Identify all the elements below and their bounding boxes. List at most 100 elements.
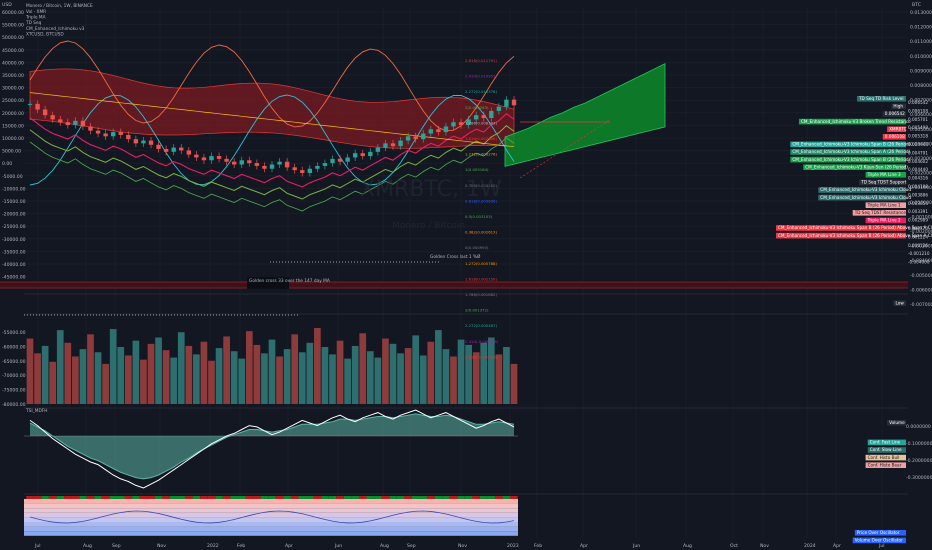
- bottom-signal: [434, 496, 443, 499]
- volume-bar: [49, 361, 57, 404]
- left-axis-tick: -30000.00: [2, 237, 26, 243]
- candle-body: [345, 157, 350, 162]
- bottom-signal: [116, 496, 125, 499]
- bottom-signal: [64, 496, 72, 499]
- price-tag-value: 0.003391: [908, 209, 928, 214]
- volume-bar: [253, 344, 261, 404]
- bottom-band-stripe: [24, 512, 518, 518]
- right-axis-tick: 0.008000: [910, 83, 932, 89]
- volume-bar: [268, 339, 276, 404]
- price-tag-value: 0.004188: [908, 184, 928, 189]
- price-tag-label: Conf. Histo Bear: [868, 462, 902, 467]
- bottom-band-stripe: [24, 522, 518, 527]
- price-tag-value: 0.001224: [908, 234, 928, 239]
- x-axis-tick: Apr: [580, 543, 588, 549]
- price-tag-label: CM_Enhanced_Ichimoku-V3 Ichimoku Span A …: [792, 149, 910, 154]
- volume-bar: [56, 330, 64, 404]
- bottom-signal: [427, 496, 435, 499]
- price-tag-bg: [852, 210, 906, 216]
- price-tag-label: CM_Enhanced_Ichimoku-V3 Ichimoku Span B …: [792, 142, 910, 147]
- volume-bar: [351, 345, 359, 404]
- x-axis-tick: 2023: [507, 543, 519, 549]
- price-tag-label: Low: [896, 300, 905, 305]
- right-axis-tick: -0.1000000: [906, 441, 932, 447]
- candle-body: [179, 147, 184, 151]
- left-axis-tick: 60000.00: [2, 10, 24, 16]
- bottom-signal: [464, 496, 473, 499]
- volume-bar: [124, 355, 132, 404]
- candle-body: [390, 143, 396, 147]
- candle-body: [269, 164, 275, 169]
- volume-bar: [457, 339, 465, 404]
- price-tag-value: 0.004943: [908, 142, 928, 147]
- price-tag-label: TD Seq TDST Resistance: [854, 210, 907, 215]
- right-axis-tick: 0.003000: [910, 156, 932, 162]
- fib-level-label: 0.382(0.002613): [465, 230, 497, 235]
- bottom-band-stripe: [24, 531, 518, 536]
- candle-body: [141, 140, 146, 144]
- price-tag-value: 0.003886: [908, 192, 928, 197]
- price-tag-bg: [867, 439, 906, 446]
- price-tag-bg: [865, 172, 906, 178]
- right-axis-tick: 0.002000: [910, 171, 932, 177]
- candle-body: [284, 161, 290, 168]
- volume-bar: [336, 340, 344, 404]
- candle-body: [504, 99, 509, 107]
- bottom-signal: [396, 496, 405, 499]
- volume-bar: [374, 357, 382, 404]
- fib-level-label: 0.786(0.004280): [465, 183, 497, 188]
- price-tag-label: CM_Enhanced_Ichimoku-V3 Ichimoku Cloud: [820, 195, 911, 200]
- candle-body: [88, 126, 93, 131]
- volume-bar: [193, 354, 200, 404]
- bottom-signal: [192, 496, 201, 499]
- candle-body: [80, 120, 86, 127]
- price-tag-label: Conf. Histo Bull: [868, 455, 900, 460]
- bottom-signal: [306, 496, 314, 499]
- indicator-legend: TD Seq: [25, 20, 42, 26]
- bottom-signal: [215, 496, 223, 499]
- right-axis-tick: -0.004000: [910, 258, 932, 264]
- bottom-band-stripe: [24, 517, 518, 522]
- price-tag-label: 0.006108: [885, 134, 905, 139]
- bottom-signal: [200, 496, 208, 499]
- candle-body: [511, 99, 517, 106]
- right-axis-tick: 0.001000: [910, 185, 932, 191]
- volume-bar: [382, 338, 389, 404]
- bottom-signal: [230, 496, 238, 499]
- price-tag-value: -0.001210: [908, 251, 930, 256]
- watermark-subtitle: Monero / Bitcoin: [392, 221, 465, 231]
- bottom-signal: [404, 496, 412, 499]
- x-axis-tick: Apr: [285, 543, 293, 549]
- candle-body: [307, 168, 313, 173]
- price-tag-label: Triple MA Line 3: [867, 172, 901, 177]
- bottom-signal: [268, 496, 276, 499]
- fib-level-label: 2(0.001372): [465, 308, 489, 313]
- x-axis-tick: Jun: [334, 543, 342, 549]
- volume-bar: [412, 335, 420, 404]
- candle-body: [481, 115, 486, 118]
- bottom-signal: [366, 496, 375, 499]
- bottom-signal: [147, 496, 155, 499]
- volume-bar: [344, 358, 351, 404]
- right-axis-tick: -0.005000: [910, 273, 932, 279]
- price-tag-label: TD Seq TDST Support: [860, 180, 907, 185]
- long-ma-line: [29, 92, 515, 148]
- x-axis-tick: Sep: [112, 543, 121, 549]
- price-tag-value: 0.005701: [908, 117, 928, 122]
- volume-bar: [276, 356, 283, 404]
- candle-body: [148, 140, 154, 145]
- volume-bar: [117, 347, 125, 404]
- bottom-signal: [169, 496, 178, 499]
- price-tag-bg: [891, 103, 906, 110]
- left-axis-tick: 30000.00: [2, 86, 24, 92]
- volume-bar: [79, 349, 87, 404]
- volume-bar: [41, 345, 49, 404]
- left-axis-tick: -35000.00: [2, 249, 26, 255]
- volume-bar: [245, 331, 253, 404]
- indicator-lines: [24, 40, 611, 316]
- bottom-band-stripe: [24, 499, 518, 504]
- bottom-oscillator-band: [24, 496, 518, 536]
- candle-body: [209, 156, 214, 161]
